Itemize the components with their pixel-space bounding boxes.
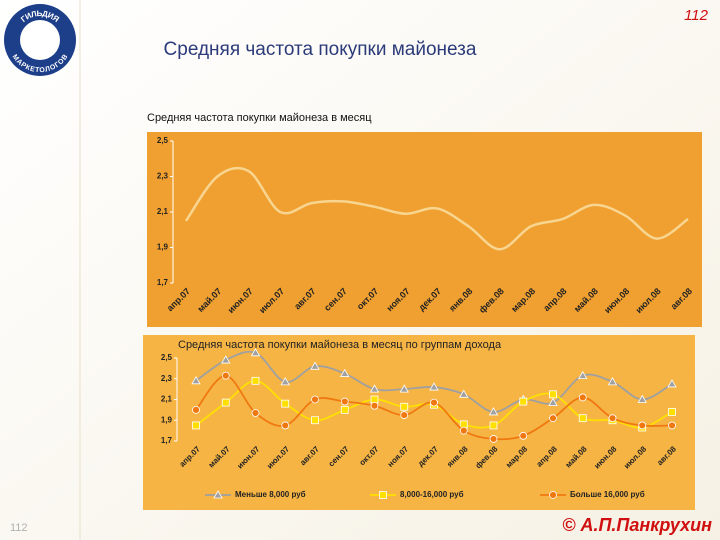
marker — [638, 421, 647, 430]
logo: ГИЛЬДИЯ МАРКЕТОЛОГОВ — [4, 4, 76, 76]
marker — [192, 421, 200, 430]
marker — [519, 431, 528, 440]
y-tick-label: 2,1 — [161, 395, 173, 404]
line — [184, 166, 689, 251]
chart-area — [143, 335, 695, 510]
marker — [578, 370, 588, 380]
marker — [608, 414, 617, 423]
marker — [310, 361, 320, 370]
y-tick-label: 2,3 — [157, 172, 169, 181]
marker — [340, 368, 350, 377]
marker — [399, 384, 409, 393]
y-tick-label: 2,1 — [157, 207, 169, 216]
marker — [549, 390, 557, 399]
y-tick-label: 1,7 — [157, 278, 169, 287]
marker — [379, 491, 387, 499]
logo-center — [20, 20, 60, 60]
marker — [578, 393, 587, 402]
marker — [369, 384, 380, 393]
marker — [667, 379, 677, 388]
chart-area — [147, 132, 702, 327]
marker — [340, 405, 349, 414]
y-tick-label: 2,5 — [161, 353, 173, 362]
footer-number: 112 — [10, 522, 28, 534]
marker — [488, 407, 499, 416]
marker — [489, 435, 498, 443]
y-tick-label: 1,9 — [157, 243, 169, 252]
chart-title: Средняя частота покупки майонеза в месяц… — [178, 339, 502, 351]
marker — [459, 426, 468, 435]
marker — [311, 416, 319, 425]
marker — [340, 397, 349, 406]
marker — [429, 382, 439, 391]
marker — [221, 355, 231, 364]
marker — [578, 414, 587, 423]
marker — [607, 377, 618, 386]
marker — [251, 409, 260, 417]
marker — [311, 395, 319, 404]
marker — [192, 405, 200, 414]
marker — [250, 348, 261, 357]
legend-label: Меньше 8,000 руб — [235, 490, 306, 499]
marker — [489, 421, 498, 430]
marker — [668, 408, 676, 416]
y-tick-label: 1,7 — [161, 436, 173, 445]
marker — [221, 398, 230, 407]
marker — [430, 398, 438, 407]
marker — [668, 421, 676, 430]
marker — [221, 371, 230, 380]
marker — [370, 401, 379, 410]
marker — [519, 397, 528, 406]
page-number: 112 — [684, 7, 709, 24]
author: © А.П.Панкрухин — [562, 515, 712, 535]
marker — [459, 389, 469, 398]
marker — [549, 491, 557, 499]
marker — [213, 490, 223, 499]
slide-title: Средняя частота покупки майонеза — [164, 39, 477, 60]
logo-top: ГИЛЬДИЯ — [19, 9, 61, 24]
marker — [251, 376, 260, 385]
marker — [637, 394, 647, 403]
marker — [281, 399, 290, 408]
legend-label: Больше 16,000 руб — [570, 490, 645, 499]
y-tick-label: 2,3 — [161, 374, 173, 383]
y-tick-label: 2,5 — [157, 136, 169, 145]
legend-label: 8,000-16,000 руб — [400, 490, 464, 499]
marker — [191, 376, 201, 385]
chart-title: Средняя частота покупки майонеза в месяц — [147, 112, 372, 124]
logo-top-text: ГИЛЬДИЯ — [19, 9, 61, 24]
marker — [280, 377, 290, 386]
chart: Средняя частота покупки майонеза в месяц… — [147, 112, 702, 327]
y-tick-label: 1,9 — [161, 415, 173, 424]
marker — [548, 397, 558, 407]
marker — [549, 414, 557, 423]
marker — [400, 411, 409, 419]
chart: Средняя частота покупки майонеза в месяц… — [143, 335, 695, 510]
marker — [281, 421, 290, 430]
marker — [400, 402, 409, 411]
